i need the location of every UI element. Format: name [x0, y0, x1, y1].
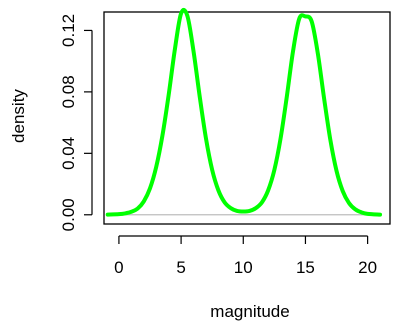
y-tick-label: 0.08 [59, 75, 78, 108]
x-tick-label: 10 [234, 258, 253, 277]
axes-layer: 0 5 10 15 20 0.00 0.04 0.08 0.12 [59, 11, 391, 277]
series-layer [105, 7, 383, 217]
y-tick-label: 0.04 [59, 137, 78, 170]
x-tick-label: 20 [358, 258, 377, 277]
y-tick-label: 0.12 [59, 14, 78, 47]
x-tick-label: 5 [176, 258, 185, 277]
x-axis-title: magnitude [210, 302, 289, 321]
y-tick-label: 0.00 [59, 198, 78, 231]
x-tick-label: 15 [296, 258, 315, 277]
plot-frame [103, 11, 391, 225]
y-axis-title: density [9, 89, 28, 143]
x-tick-label: 0 [114, 258, 123, 277]
density-line [105, 7, 383, 217]
